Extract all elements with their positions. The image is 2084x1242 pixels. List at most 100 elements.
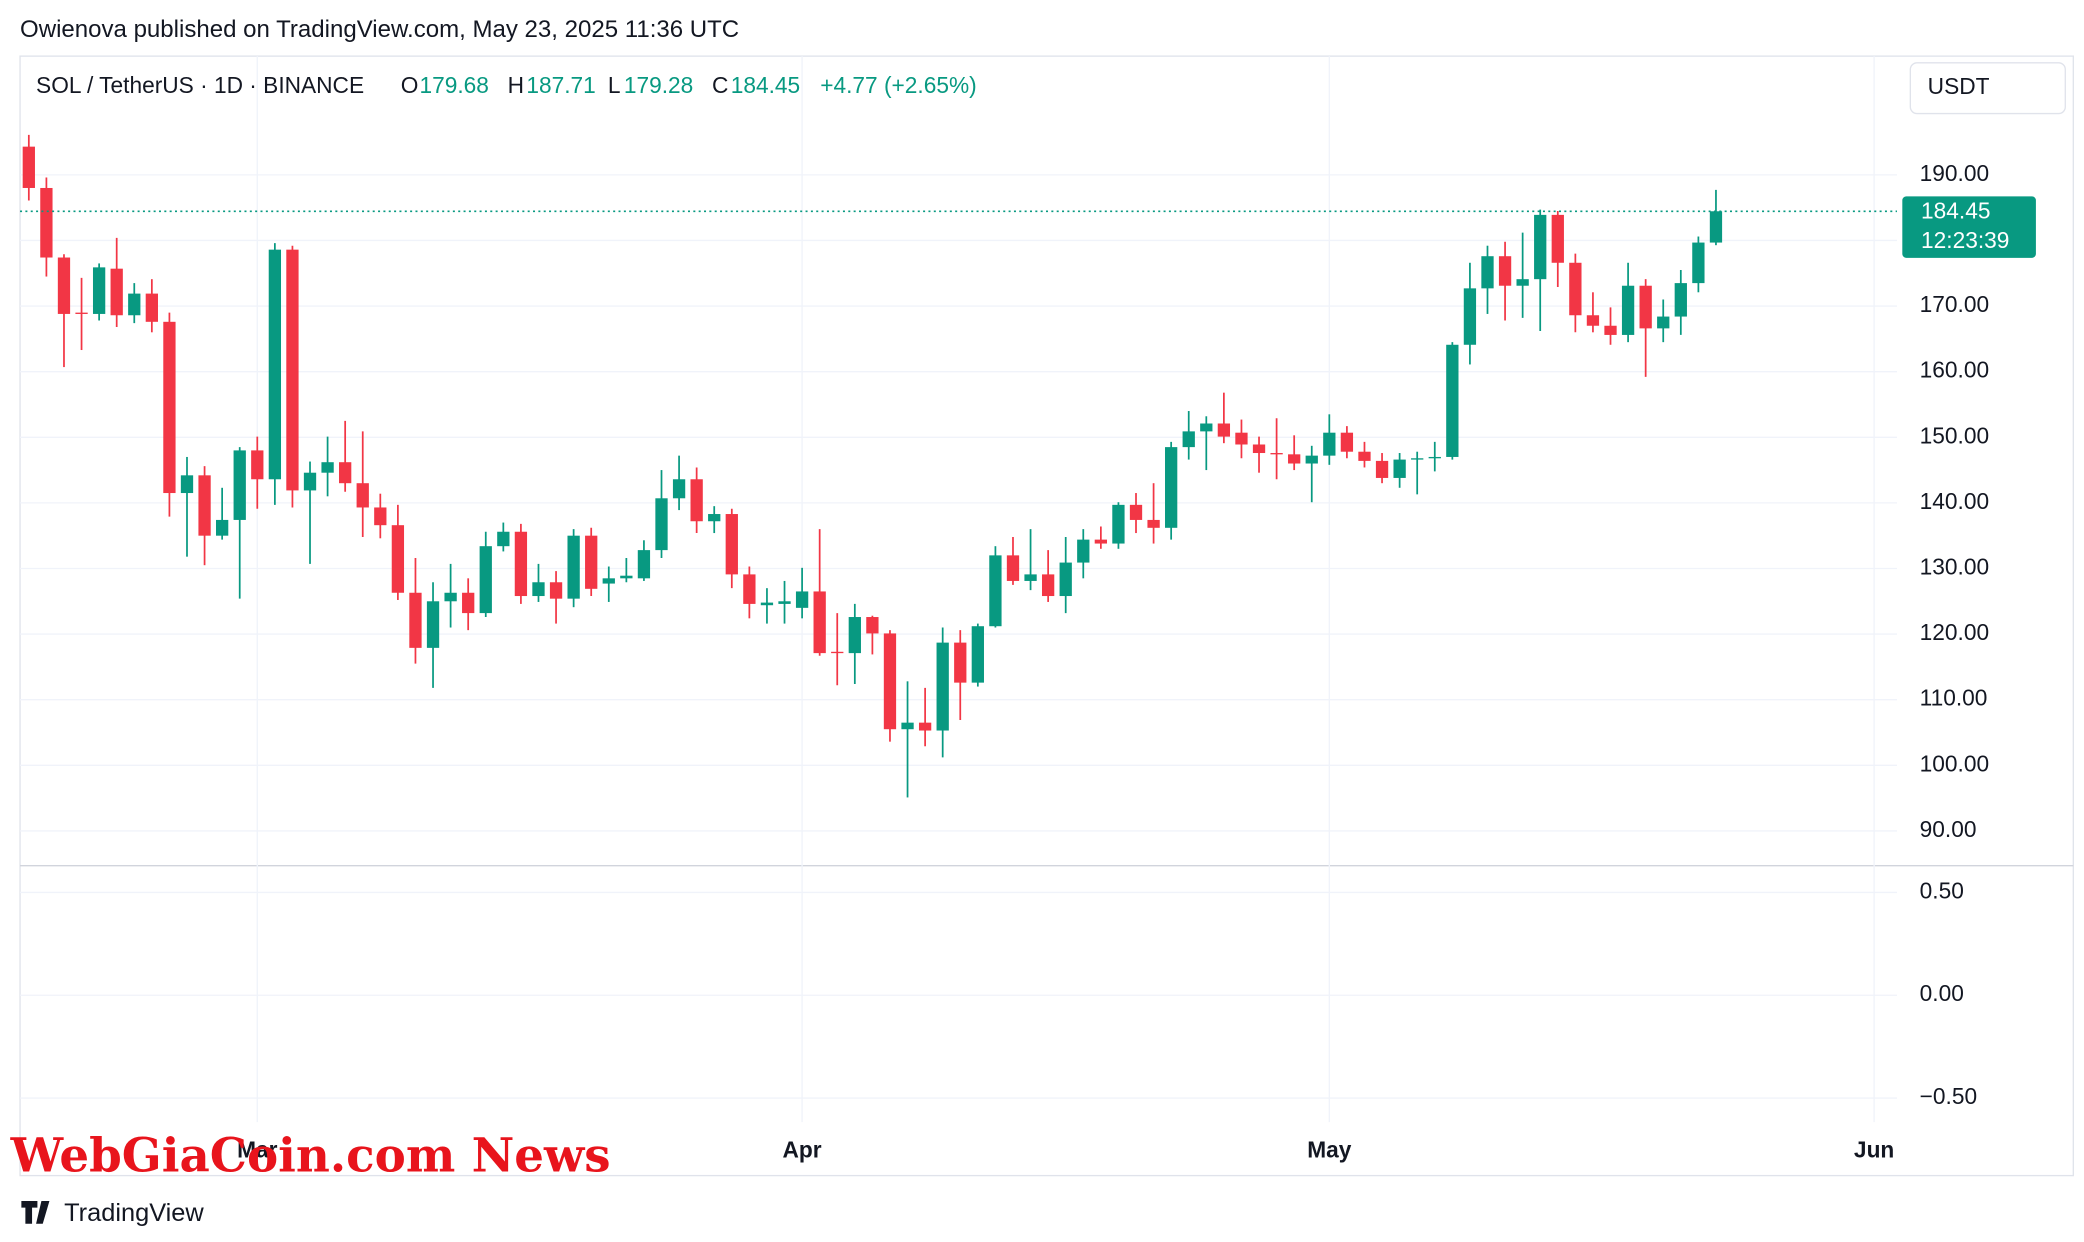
candle-body (725, 514, 738, 575)
candle-body (1077, 539, 1090, 563)
candle-body (1235, 432, 1248, 445)
candle-body (1709, 211, 1723, 243)
candle-body (760, 602, 774, 606)
candle-body (1041, 574, 1055, 597)
candle-body (866, 617, 879, 634)
candle-body (1112, 504, 1125, 544)
candle-body (1252, 444, 1266, 454)
y-tick-label: 130.00 (1920, 553, 1989, 579)
low-label: L (608, 72, 621, 98)
candle-body (391, 525, 405, 593)
symbol: SOL / TetherUS · 1D · BINANCE (36, 72, 364, 98)
candle-body (497, 531, 510, 547)
candle-body (1217, 423, 1231, 437)
candle-body (268, 249, 282, 480)
y2-tick-label: 0.50 (1920, 877, 1964, 903)
candle-body (1358, 451, 1371, 461)
candle-body (743, 574, 756, 604)
close-value: 184.45 (731, 72, 800, 98)
candle-body (444, 592, 457, 602)
candle-body (813, 591, 826, 654)
candle-body (57, 257, 71, 314)
candle-body (936, 642, 949, 731)
candle-body (901, 722, 914, 730)
candle-body (1288, 454, 1301, 464)
candle-body (1604, 325, 1617, 335)
candle-body (163, 321, 176, 494)
candle-body (1569, 262, 1582, 316)
candle-body (1006, 555, 1020, 581)
candle-body (1692, 242, 1705, 284)
candle-body (1428, 456, 1441, 459)
candle-body (1534, 214, 1547, 280)
y-tick-label: 120.00 (1920, 619, 1989, 645)
candle-body (128, 293, 141, 316)
candle-body (1498, 256, 1512, 286)
x-tick-label: May (1307, 1137, 1352, 1163)
x-tick-label: Apr (783, 1137, 822, 1163)
x-tick-label: Mar (237, 1137, 278, 1163)
candle-body (1129, 504, 1143, 520)
currency-button[interactable] (1909, 62, 2066, 115)
open-value: 179.68 (419, 72, 488, 98)
candle-body (374, 507, 387, 526)
currency[interactable]: USDT (1928, 73, 1990, 99)
watermark: WebGiaCoin.com News (10, 1129, 611, 1184)
candle-body (356, 483, 369, 508)
y-tick-label: 100.00 (1920, 750, 1989, 776)
candle-body (620, 575, 633, 579)
candle-body (145, 293, 158, 322)
candle-body (1270, 453, 1283, 455)
candle-body (514, 531, 528, 597)
candle-body (1305, 455, 1318, 464)
y-tick-label: 170.00 (1920, 291, 1989, 317)
candle-body (339, 462, 352, 484)
candle-body (1200, 423, 1213, 432)
candle-body (1375, 460, 1389, 478)
candle-body (848, 617, 861, 654)
close-label: C (712, 72, 728, 98)
candle-body (1481, 256, 1494, 289)
y-tick-label: 150.00 (1920, 422, 1989, 448)
candle-body (215, 519, 229, 536)
candle-body (918, 722, 932, 731)
high-label: H (508, 72, 524, 98)
candle-body (567, 535, 580, 599)
candle-body (251, 450, 264, 480)
last-price-label: 184.45 (1921, 197, 1990, 223)
candle-body (303, 472, 317, 491)
candle-body (549, 582, 563, 599)
candle-body (1024, 574, 1037, 581)
candle-body (1639, 285, 1652, 329)
y-tick-label: 160.00 (1920, 357, 1989, 383)
candle-body (426, 601, 440, 648)
y-tick-label: 190.00 (1920, 160, 1989, 186)
y2-tick-label: −0.50 (1920, 1083, 1977, 1109)
chart-frame (19, 55, 2074, 1177)
candle-body (708, 514, 721, 522)
candle-body (690, 479, 703, 522)
y-tick-label: 110.00 (1920, 685, 1988, 711)
candle-body (1059, 562, 1072, 597)
candle-body (655, 498, 668, 551)
candle-body (22, 146, 35, 188)
y2-tick-label: 0.00 (1920, 980, 1964, 1006)
plot: 90.00 100.00 110.00 120.00 130.00 140.00 150.0… (20, 56, 1989, 1163)
last-price-tag (1902, 196, 2036, 258)
candle-body (1340, 432, 1354, 452)
candle-body (795, 591, 809, 608)
x-tick-label: Jun (1854, 1137, 1894, 1163)
candle-body (1551, 214, 1564, 263)
candle-body (532, 582, 545, 597)
candle-body (585, 535, 598, 589)
candle-body (1182, 431, 1195, 448)
candle-body (110, 268, 123, 316)
candle-body (1516, 279, 1529, 286)
candle-body (883, 633, 897, 730)
high-value: 187.71 (526, 72, 595, 98)
candle-body (602, 578, 615, 584)
low-value: 179.28 (624, 72, 693, 98)
candle-body (1463, 288, 1477, 345)
